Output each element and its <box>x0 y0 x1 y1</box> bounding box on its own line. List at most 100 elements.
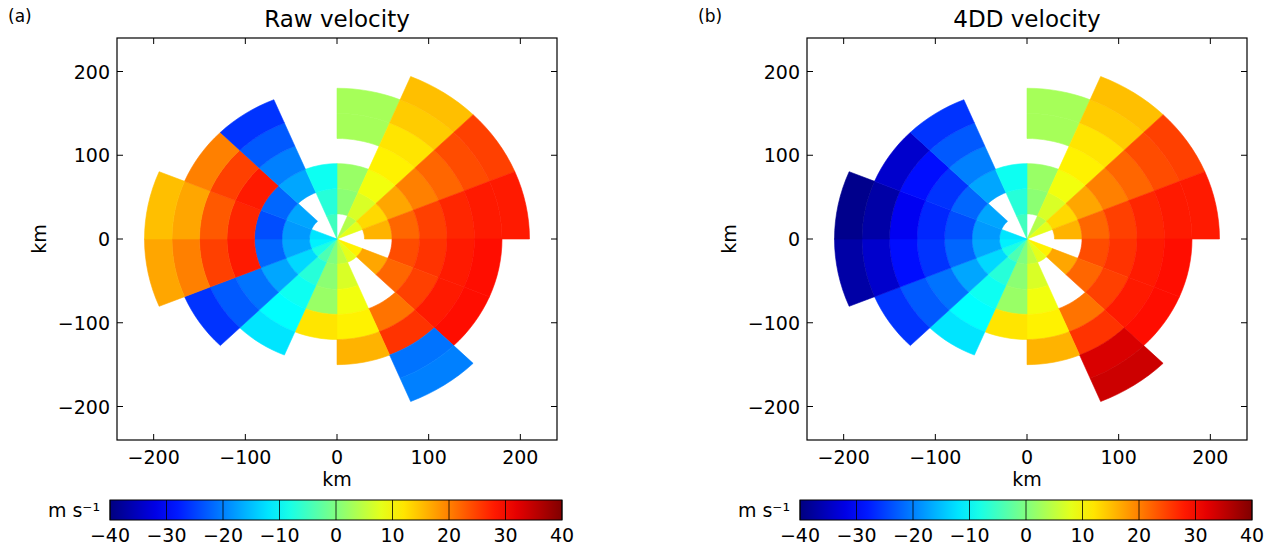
velocity-cell <box>1016 214 1027 239</box>
colorbar-tick <box>856 500 857 520</box>
y-tick <box>551 406 557 407</box>
colorbar-tick <box>449 500 450 520</box>
x-tick-label: −200 <box>818 446 870 468</box>
x-tick-label: −100 <box>219 446 271 468</box>
velocity-cell <box>1027 332 1080 365</box>
colorbar-tick-label: −20 <box>893 524 933 546</box>
x-tick <box>520 38 521 44</box>
y-tick <box>551 155 557 156</box>
velocity-cell <box>1144 115 1205 182</box>
x-tick <box>1027 434 1028 440</box>
x-tick <box>245 434 246 440</box>
colorbar-tick-label: −40 <box>780 524 820 546</box>
colorbar-tick-label: 30 <box>493 524 517 546</box>
figure: −200−1000100200−200−1000100200Raw veloci… <box>0 0 1267 553</box>
plot-frame <box>117 38 557 440</box>
x-tick <box>843 434 844 440</box>
y-tick-label: −100 <box>58 312 110 334</box>
velocity-cell <box>1052 220 1082 239</box>
y-tick <box>117 322 123 323</box>
velocity-cell <box>337 239 348 264</box>
x-tick <box>428 434 429 440</box>
colorbar-tick-label: −10 <box>259 524 299 546</box>
colorbar-tick <box>392 500 393 520</box>
colorbar-tick <box>969 500 970 520</box>
velocity-cell <box>995 164 1027 193</box>
y-axis-title: km <box>718 224 740 254</box>
velocity-cell <box>400 77 473 133</box>
panel-letter: (b) <box>698 6 722 26</box>
velocity-cell <box>220 100 284 150</box>
velocity-cell <box>1090 77 1163 133</box>
colorbar-tick-label: 0 <box>1020 524 1032 546</box>
y-tick <box>117 155 123 156</box>
panel-title: Raw velocity <box>264 6 410 32</box>
velocity-cell <box>1000 239 1028 249</box>
colorbar-tick <box>223 500 224 520</box>
velocity-cell <box>1090 346 1163 402</box>
panel: −200−1000100200−200−10001002004DD veloci… <box>698 6 1264 546</box>
x-tick <box>428 38 429 44</box>
y-tick-label: 0 <box>98 228 110 250</box>
x-tick <box>520 434 521 440</box>
velocity-cell <box>400 346 473 402</box>
y-tick <box>117 239 123 240</box>
colorbar-tick-label: 20 <box>1127 524 1151 546</box>
y-tick <box>551 71 557 72</box>
velocity-cell <box>875 287 930 346</box>
colorbar-tick <box>1082 500 1083 520</box>
x-tick <box>153 434 154 440</box>
x-axis-title: km <box>1012 468 1042 490</box>
velocity-cell <box>972 239 1002 258</box>
velocity-cell <box>337 332 390 365</box>
velocity-cell <box>464 239 502 297</box>
velocity-cell <box>910 100 974 150</box>
cells <box>835 77 1220 402</box>
y-tick-label: 200 <box>74 61 110 83</box>
velocity-cell <box>454 115 515 182</box>
x-tick <box>935 38 936 44</box>
colorbar-tick <box>1195 500 1196 520</box>
colorbar-tick <box>800 500 801 520</box>
velocity-cell <box>326 214 337 239</box>
y-tick <box>1241 322 1247 323</box>
x-tick <box>153 38 154 44</box>
y-tick <box>551 322 557 323</box>
colorbar-tick <box>1252 500 1253 520</box>
y-tick <box>1241 406 1247 407</box>
velocity-cell <box>185 287 240 346</box>
velocity-cell <box>310 229 338 239</box>
x-tick <box>1118 38 1119 44</box>
velocity-cell <box>282 239 312 258</box>
colorbar-tick <box>562 500 563 520</box>
colorbar-tick-label: 30 <box>1183 524 1207 546</box>
colorbar-tick-label: 10 <box>1070 524 1094 546</box>
colorbar-tick-label: −40 <box>90 524 130 546</box>
velocity-cell <box>316 189 337 216</box>
x-tick-label: 0 <box>331 446 343 468</box>
y-tick <box>807 406 813 407</box>
panel-letter: (a) <box>8 6 32 26</box>
colorbar-tick-label: −20 <box>203 524 243 546</box>
x-axis-title: km <box>322 468 352 490</box>
y-tick-label: 100 <box>74 144 110 166</box>
colorbar-label: m s⁻¹ <box>48 499 100 521</box>
colorbar-tick-label: 0 <box>330 524 342 546</box>
colorbar-tick-label: 20 <box>437 524 461 546</box>
velocity-cell <box>337 88 400 123</box>
panel: −200−1000100200−200−1000100200Raw veloci… <box>8 6 574 546</box>
y-tick <box>807 155 813 156</box>
colorbar-tick-label: 40 <box>1240 524 1264 546</box>
x-tick-label: −100 <box>909 446 961 468</box>
colorbar-tick <box>110 500 111 520</box>
y-axis-title: km <box>28 224 50 254</box>
x-tick <box>337 38 338 44</box>
colorbar-tick-label: 40 <box>550 524 574 546</box>
x-tick-label: 100 <box>411 446 447 468</box>
velocity-cell <box>305 164 337 193</box>
y-tick <box>117 71 123 72</box>
velocity-cell <box>1179 172 1219 239</box>
colorbar-tick <box>1139 500 1140 520</box>
colorbar-label: m s⁻¹ <box>738 499 790 521</box>
velocity-cell <box>337 262 358 289</box>
